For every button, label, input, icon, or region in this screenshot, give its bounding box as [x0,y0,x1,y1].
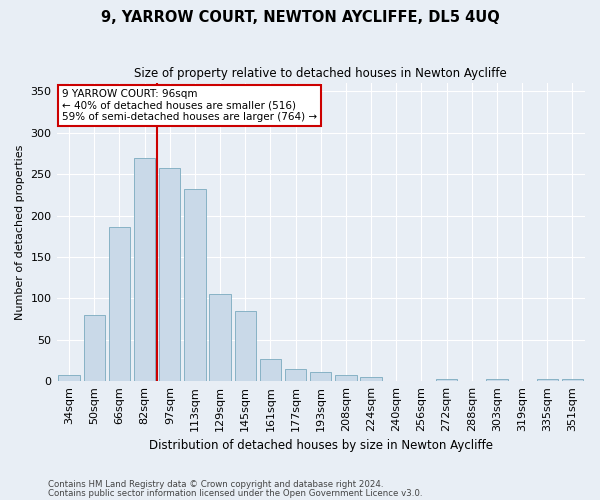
Y-axis label: Number of detached properties: Number of detached properties [15,144,25,320]
Text: Contains public sector information licensed under the Open Government Licence v3: Contains public sector information licen… [48,489,422,498]
Bar [260,359,281,381]
Bar [562,378,583,381]
Bar [335,374,356,381]
Text: 9, YARROW COURT, NEWTON AYCLIFFE, DL5 4UQ: 9, YARROW COURT, NEWTON AYCLIFFE, DL5 4U… [101,10,499,25]
X-axis label: Distribution of detached houses by size in Newton Aycliffe: Distribution of detached houses by size … [149,440,493,452]
Bar [109,227,130,381]
Bar [310,372,331,381]
Bar [285,369,307,381]
Bar [436,378,457,381]
Bar [361,377,382,381]
Title: Size of property relative to detached houses in Newton Aycliffe: Size of property relative to detached ho… [134,68,507,80]
Bar [83,315,105,381]
Text: Contains HM Land Registry data © Crown copyright and database right 2024.: Contains HM Land Registry data © Crown c… [48,480,383,489]
Bar [184,189,206,381]
Bar [58,376,80,381]
Bar [536,378,558,381]
Bar [159,168,181,381]
Text: 9 YARROW COURT: 96sqm
← 40% of detached houses are smaller (516)
59% of semi-det: 9 YARROW COURT: 96sqm ← 40% of detached … [62,89,317,122]
Bar [486,378,508,381]
Bar [209,294,231,381]
Bar [134,158,155,381]
Bar [235,311,256,381]
